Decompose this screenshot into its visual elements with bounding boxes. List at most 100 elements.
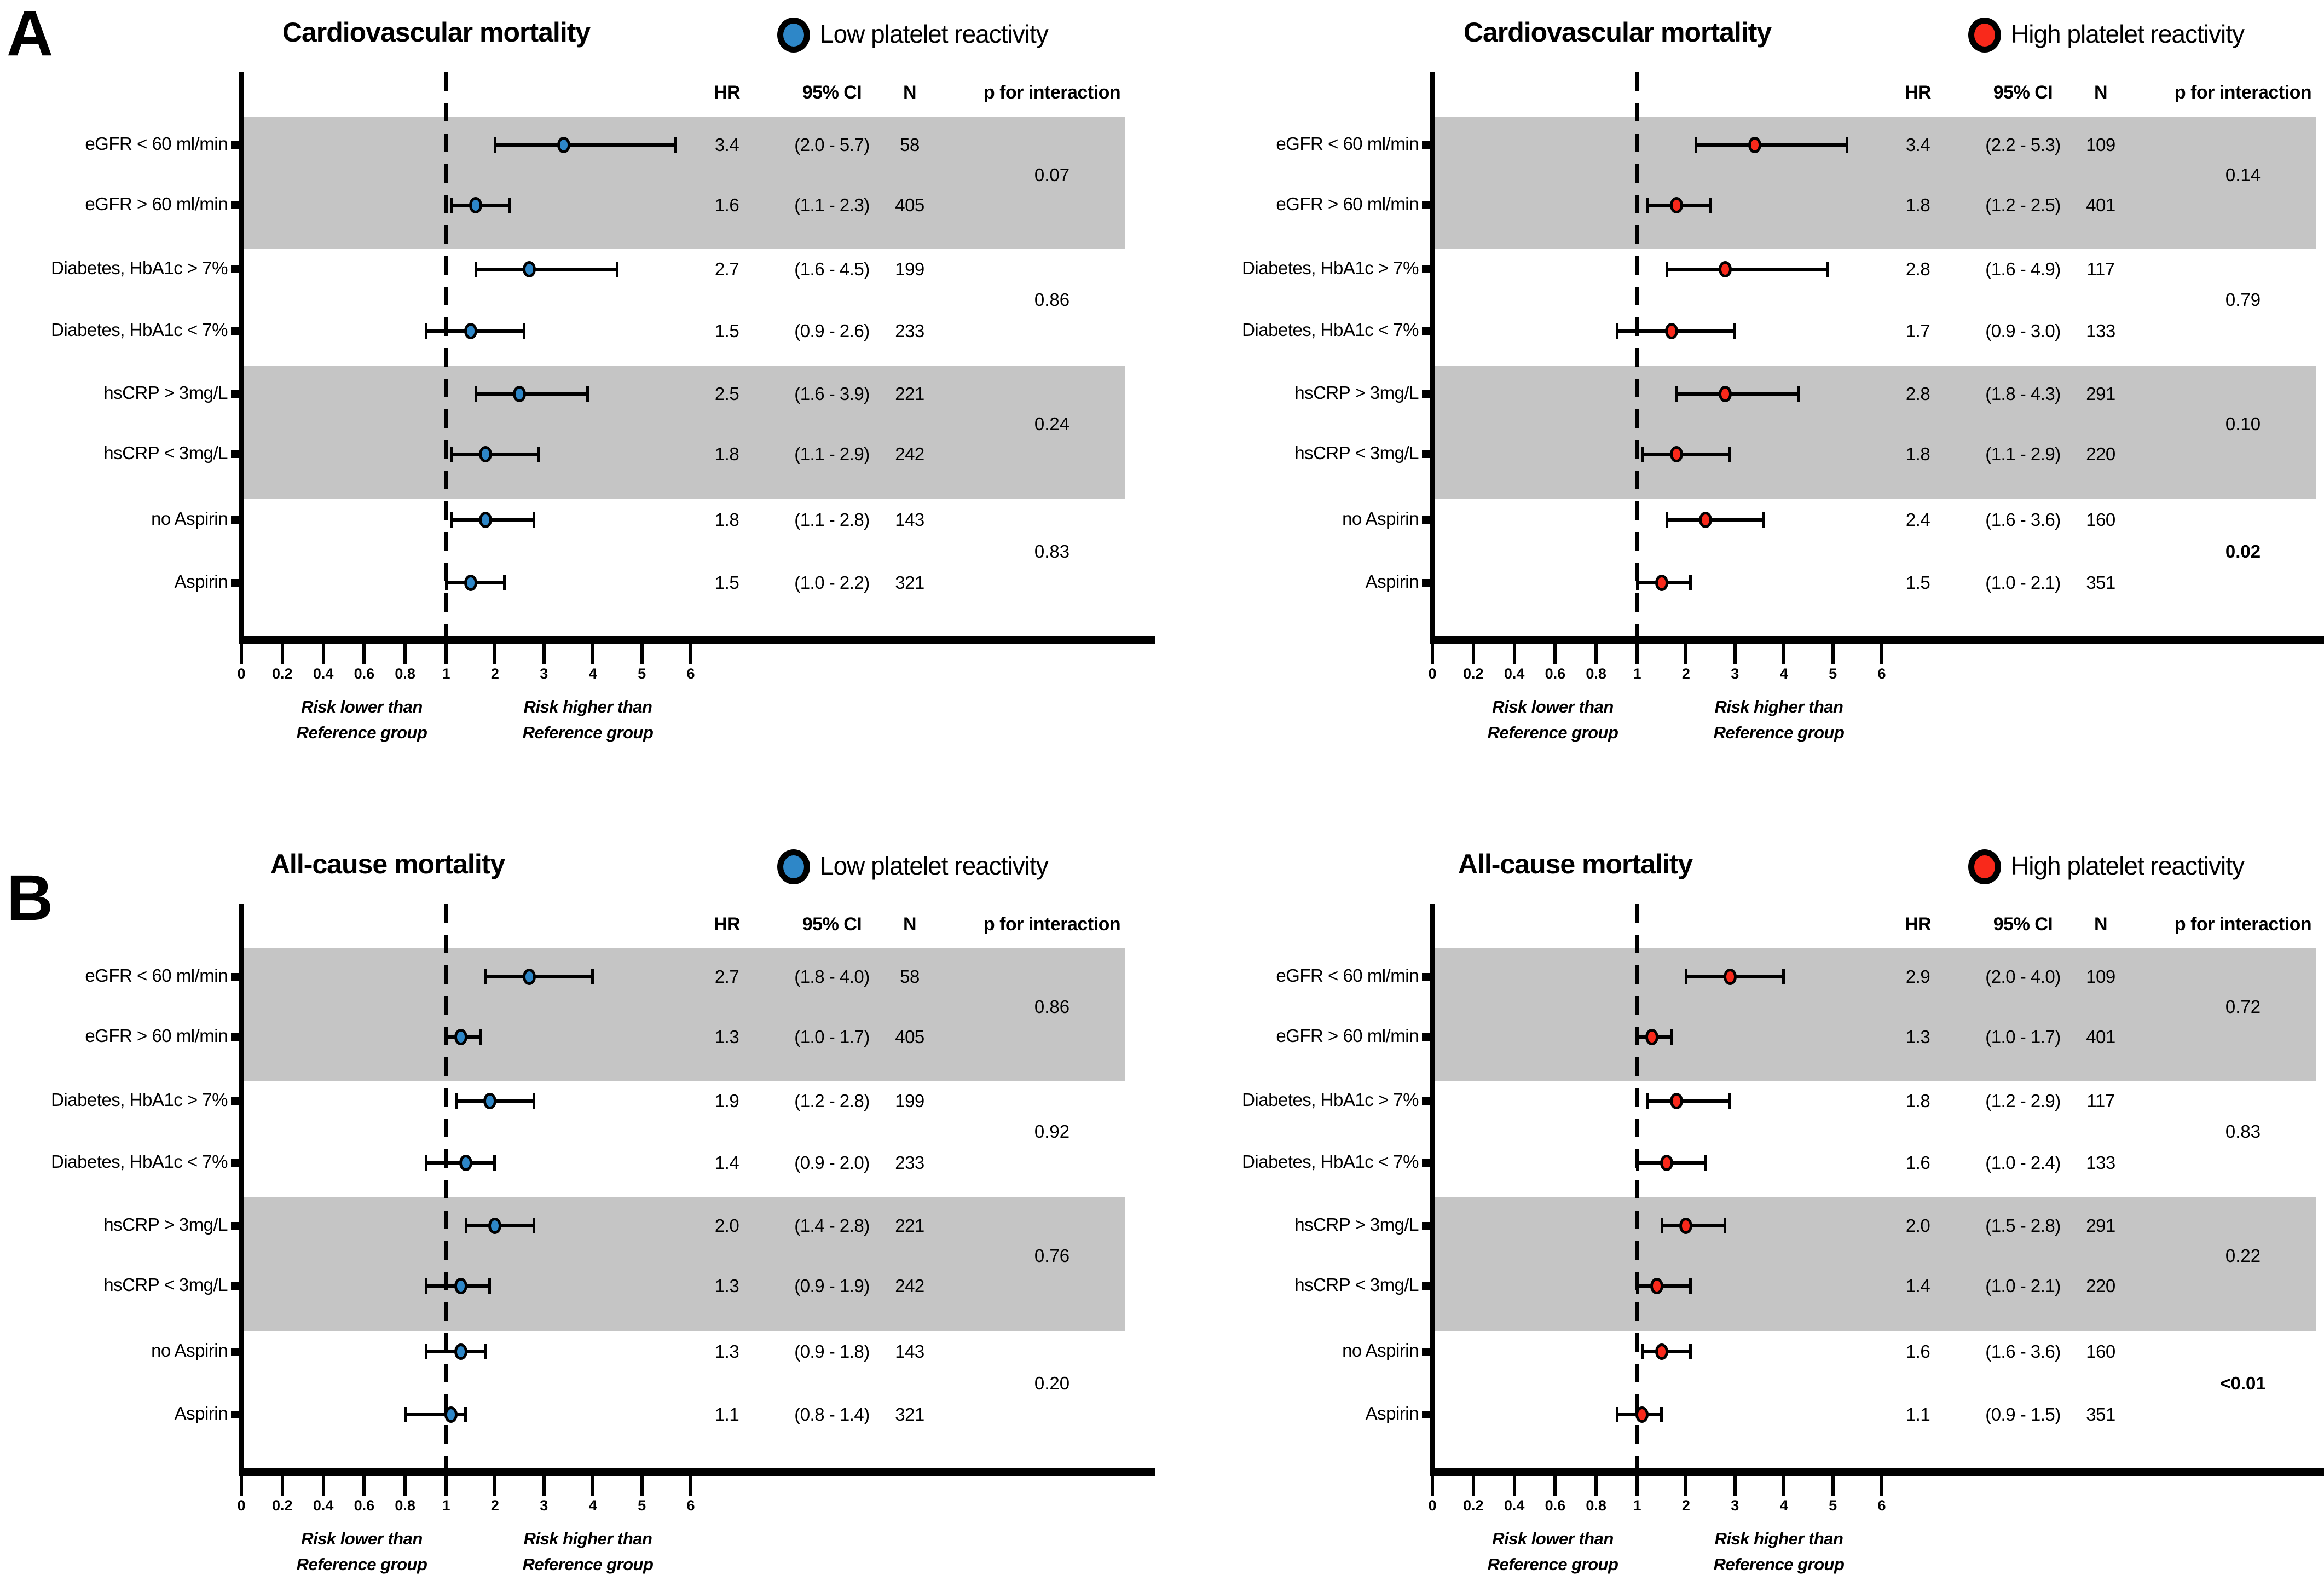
x-axis-line: [239, 1468, 1155, 1476]
hr-value: 1.6: [1905, 1341, 1930, 1362]
x-axis-tick: [493, 1476, 497, 1496]
row-label: hsCRP > 3mg/L: [103, 1214, 228, 1235]
row-label: eGFR > 60 ml/min: [1276, 194, 1419, 214]
ci-cap-left: [1636, 1155, 1639, 1171]
x-axis-tick: [1431, 1476, 1434, 1496]
ci-cap-left: [404, 1407, 407, 1422]
x-axis-line: [1430, 636, 2324, 644]
risk-annotation-line: Reference group: [1713, 1555, 1845, 1574]
x-axis-tick-label: 4: [588, 1497, 597, 1514]
risk-higher-annotation: Risk higher than Reference group: [1714, 694, 1845, 745]
row-tick: [231, 327, 240, 335]
x-axis-tick: [1733, 644, 1737, 664]
n-value: 58: [900, 135, 920, 155]
x-axis-tick-label: 2: [490, 665, 499, 682]
p-interaction-value: 0.79: [2225, 289, 2261, 310]
row-tick: [231, 516, 240, 524]
row-tick: [1422, 973, 1431, 981]
forest-dot: [454, 1029, 467, 1045]
row-tick: [231, 141, 240, 149]
hr-value: 1.5: [714, 321, 739, 341]
forest-dot: [1650, 1278, 1663, 1294]
row-tick: [1422, 1411, 1431, 1418]
n-value: 160: [2086, 1341, 2115, 1362]
ci-value: (1.0 - 1.7): [794, 1027, 870, 1047]
row-label: eGFR > 60 ml/min: [85, 194, 228, 214]
ci-cap-right: [674, 137, 678, 153]
y-axis-line: [239, 904, 244, 1476]
ci-cap-right: [532, 512, 535, 528]
x-axis-tick: [362, 1476, 366, 1496]
column-header-ci: 95% CI: [1993, 914, 2053, 935]
forest-dot: [1718, 386, 1732, 402]
column-header-hr: HR: [713, 82, 741, 103]
row-tick: [231, 973, 240, 981]
forest-dot: [488, 1218, 502, 1234]
hr-value: 1.5: [1905, 572, 1930, 593]
group-shading-band: [1432, 948, 2316, 1081]
legend-label: High platelet reactivity: [2011, 20, 2245, 48]
n-value: 143: [895, 509, 924, 530]
row-label: Aspirin: [1365, 571, 1419, 592]
p-interaction-value: 0.92: [1034, 1121, 1070, 1142]
ci-value: (1.5 - 2.8): [1985, 1215, 2061, 1236]
group-shading-band: [241, 948, 1125, 1081]
row-label: hsCRP < 3mg/L: [103, 443, 228, 463]
x-axis-tick-label: 0.2: [1463, 1497, 1484, 1514]
ci-value: (2.0 - 4.0): [1985, 966, 2061, 987]
legend-label: Low platelet reactivity: [820, 20, 1049, 48]
chart-title: All-cause mortality: [270, 849, 505, 879]
x-axis-tick-label: 5: [638, 1497, 646, 1514]
hr-value: 2.7: [714, 259, 739, 279]
risk-lower-annotation: Risk lower than Reference group: [1488, 1526, 1618, 1577]
ci-cap-left: [1615, 1407, 1618, 1422]
x-axis-tick-label: 0.4: [1504, 1497, 1525, 1514]
row-tick: [1422, 450, 1431, 458]
forest-dot: [444, 1406, 458, 1423]
n-value: 321: [895, 572, 924, 593]
row-tick: [1422, 141, 1431, 149]
ci-cap-left: [454, 1093, 458, 1109]
n-value: 58: [900, 966, 920, 987]
n-value: 117: [2086, 259, 2115, 279]
panel-letter-b: B: [7, 862, 53, 934]
ci-error-bar: [1666, 268, 1828, 271]
ci-cap-left: [494, 137, 497, 153]
n-value: 405: [895, 195, 924, 215]
n-value: 117: [2086, 1091, 2115, 1111]
ci-cap-right: [1704, 1155, 1707, 1171]
legend-marker-high: [1968, 18, 2001, 53]
forest-dot: [1723, 969, 1737, 985]
risk-higher-annotation: Risk higher than Reference group: [1714, 1526, 1845, 1577]
p-interaction-value: 0.22: [2225, 1246, 2261, 1266]
x-axis-tick-label: 6: [686, 665, 695, 682]
chart-title: All-cause mortality: [1458, 849, 1693, 879]
risk-annotation-line: Reference group: [522, 723, 654, 742]
n-value: 321: [895, 1404, 924, 1424]
x-axis-tick: [280, 1476, 284, 1496]
ci-cap-right: [591, 969, 594, 984]
x-axis-tick-label: 0.8: [1586, 1497, 1606, 1514]
hr-value: 2.8: [1905, 384, 1930, 404]
ci-value: (1.2 - 2.8): [794, 1091, 870, 1111]
reference-line: [1635, 904, 1639, 1468]
x-axis-tick-label: 0: [1428, 1497, 1437, 1514]
risk-higher-annotation: Risk higher than Reference group: [523, 694, 654, 745]
ci-error-bar: [1676, 392, 1799, 396]
row-label: hsCRP > 3mg/L: [1294, 383, 1419, 403]
forest-dot: [1655, 575, 1668, 591]
y-axis-line: [1430, 904, 1435, 1476]
row-label: Aspirin: [1365, 1403, 1419, 1423]
row-tick: [1422, 1282, 1431, 1290]
ci-value: (0.9 - 2.6): [794, 321, 870, 341]
row-label: Diabetes, HbA1c < 7%: [1242, 320, 1419, 340]
x-axis-tick-label: 0.2: [272, 665, 293, 682]
x-axis-tick-label: 0: [1428, 665, 1437, 682]
forest-dot: [1660, 1155, 1673, 1171]
hr-value: 2.4: [1905, 509, 1930, 530]
risk-annotation-line: Risk lower than: [1492, 1529, 1614, 1548]
n-value: 291: [2086, 384, 2115, 404]
ci-error-bar: [1666, 518, 1765, 522]
n-value: 401: [2086, 195, 2115, 215]
